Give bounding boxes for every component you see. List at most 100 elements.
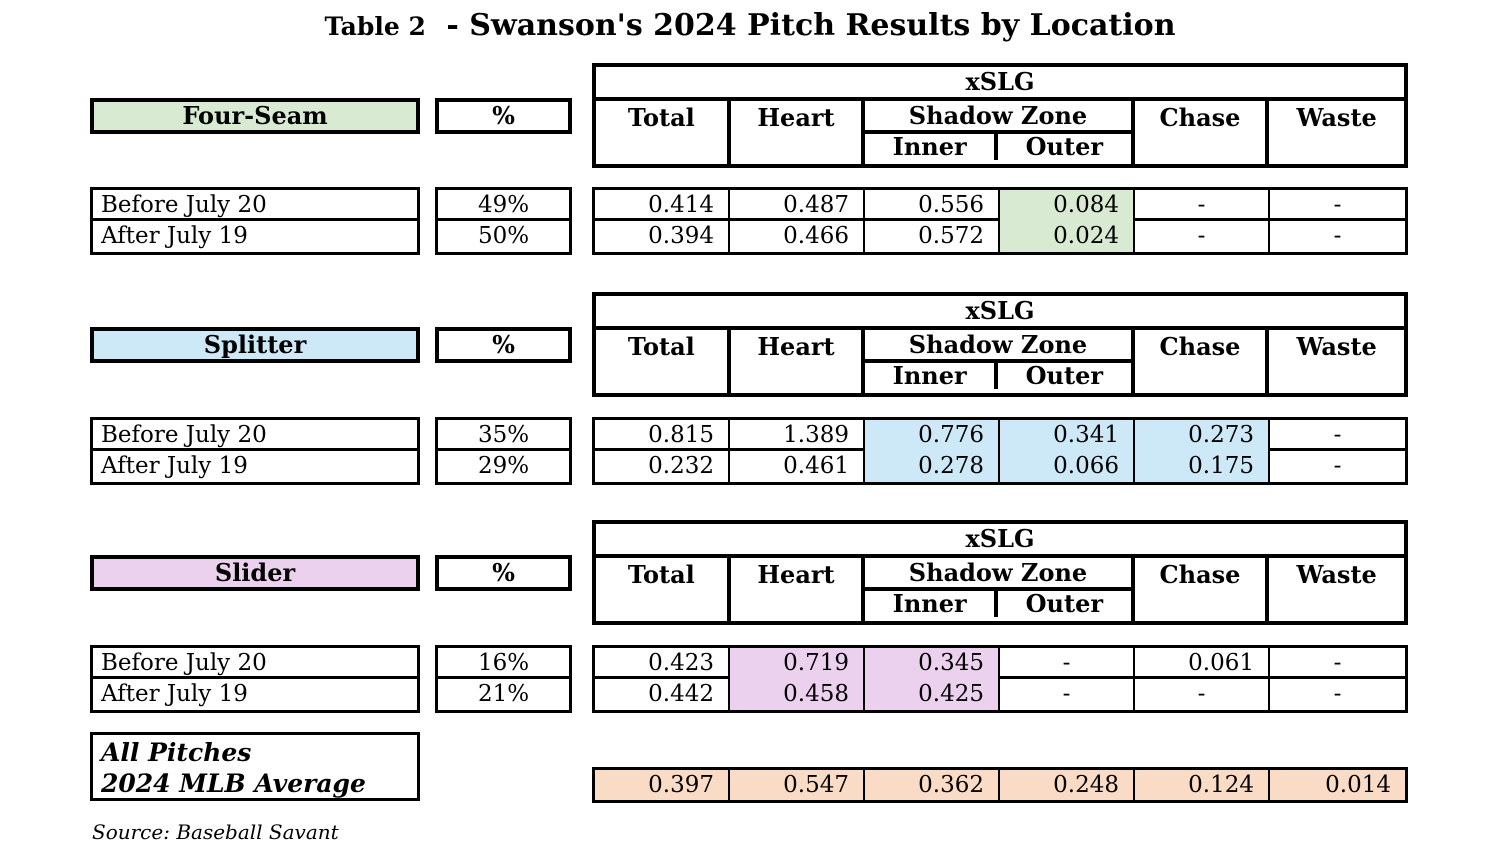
table-row: 0.442 0.458 0.425 - - - (595, 679, 1405, 710)
row-values-table: 0.414 0.487 0.556 0.084 - - 0.394 0.466 … (592, 187, 1408, 255)
pitch-label-splitter: Splitter (90, 327, 420, 363)
row-labels-table: Before July 20 After July 19 (90, 187, 420, 255)
value-cell-waste: - (1333, 681, 1342, 707)
column-headers: Total Heart Shadow Zone Inner Outer Chas… (596, 558, 1404, 621)
pct-cell: 16% (438, 648, 569, 679)
value-cell-waste: - (1333, 650, 1342, 676)
value-cell-heart: 0.466 (730, 221, 865, 252)
col-header-outer: Outer (1025, 589, 1103, 618)
value-cell-chase: - (1135, 679, 1270, 710)
col-header-inner: Inner (865, 363, 998, 389)
value-cell-waste: - (1333, 453, 1342, 479)
pct-cell: 50% (477, 223, 530, 249)
value-cell-total: 0.414 (595, 190, 730, 221)
xslg-header-table: xSLG Total Heart Shadow Zone Inner Outer… (592, 63, 1408, 168)
column-headers: Total Heart Shadow Zone Inner Outer Chas… (596, 330, 1404, 393)
value-cell-inner: 0.425 (865, 679, 1000, 710)
shadow-zone-subheaders: Inner Outer (865, 134, 1130, 160)
shadow-zone-label: Shadow Zone (865, 101, 1131, 134)
value-cell-chase: - (1135, 190, 1270, 221)
pct-cell: 29% (477, 453, 530, 479)
col-header-inner: Inner (865, 134, 998, 160)
value-cell-outer: 0.066 (1000, 451, 1135, 482)
row-pcts-table: 49% 50% (435, 187, 572, 255)
shadow-zone-label: Shadow Zone (865, 330, 1131, 363)
col-header-waste: Waste (1296, 103, 1377, 132)
value-cell-outer: - (1000, 679, 1135, 710)
avg-cell-chase: 0.124 (1135, 770, 1270, 800)
percent-header-box: % (435, 98, 572, 134)
section-four-seam: xSLG Total Heart Shadow Zone Inner Outer… (0, 63, 1500, 168)
col-header-total: Total (596, 330, 731, 393)
table-row: 0.394 0.466 0.572 0.024 - - (595, 221, 1405, 252)
row-label: Before July 20 (93, 420, 417, 451)
value-cell-heart: 0.458 (730, 679, 865, 710)
pitch-label-four-seam: Four-Seam (90, 98, 420, 134)
avg-cell-total: 0.397 (595, 770, 730, 800)
col-header-heart: Heart (731, 558, 866, 621)
title-text: - Swanson's 2024 Pitch Results by Locati… (435, 8, 1176, 43)
xslg-header-table: xSLG Total Heart Shadow Zone Inner Outer… (592, 292, 1408, 397)
col-header-waste: Waste (1296, 332, 1377, 361)
avg-cell-heart: 0.547 (730, 770, 865, 800)
pct-cell: 49% (438, 190, 569, 221)
value-cell-heart: 0.461 (730, 451, 865, 482)
source-note: Source: Baseball Savant (92, 820, 339, 844)
row-label: Before July 20 (93, 648, 417, 679)
table-row: 0.423 0.719 0.345 - 0.061 - (595, 648, 1405, 679)
value-cell-outer: 0.024 (1000, 221, 1135, 252)
avg-cell-inner: 0.362 (865, 770, 1000, 800)
shadow-zone-subheaders: Inner Outer (865, 591, 1130, 617)
row-values-table: 0.815 1.389 0.776 0.341 0.273 - 0.232 0.… (592, 417, 1408, 485)
value-cell-total: 0.442 (595, 679, 730, 710)
value-cell-heart: 0.719 (730, 648, 865, 679)
value-cell-waste: - (1333, 422, 1342, 448)
value-cell-waste: - (1333, 223, 1342, 249)
col-header-heart: Heart (731, 330, 866, 393)
row-labels-table: Before July 20 After July 19 (90, 645, 420, 713)
row-pcts-table: 16% 21% (435, 645, 572, 713)
percent-header-box: % (435, 555, 572, 591)
shadow-zone-label: Shadow Zone (865, 558, 1131, 591)
col-header-shadow-zone: Shadow Zone Inner Outer (865, 558, 1135, 621)
column-headers: Total Heart Shadow Zone Inner Outer Chas… (596, 101, 1404, 164)
col-header-outer: Outer (1025, 361, 1103, 390)
avg-cell-outer: 0.248 (1000, 770, 1135, 800)
title-prefix: Table 2 (324, 12, 426, 41)
value-cell-inner: 0.572 (865, 221, 1000, 252)
row-label: After July 19 (101, 681, 248, 707)
row-labels-table: Before July 20 After July 19 (90, 417, 420, 485)
value-cell-outer: 0.341 (1000, 420, 1135, 451)
col-header-shadow-zone: Shadow Zone Inner Outer (865, 330, 1135, 393)
value-cell-chase: 0.175 (1135, 451, 1270, 482)
value-cell-total: 0.815 (595, 420, 730, 451)
pitch-label-slider: Slider (90, 555, 420, 591)
value-cell-total: 0.232 (595, 451, 730, 482)
slider-data: Before July 20 After July 19 16% 21% 0.4… (0, 645, 1500, 719)
col-header-chase: Chase (1135, 558, 1270, 621)
shadow-zone-subheaders: Inner Outer (865, 363, 1130, 389)
table-row: 0.815 1.389 0.776 0.341 0.273 - (595, 420, 1405, 451)
section-slider: xSLG Total Heart Shadow Zone Inner Outer… (0, 520, 1500, 625)
page-title: Table 2 - Swanson's 2024 Pitch Results b… (0, 8, 1500, 43)
row-label: After July 19 (101, 453, 248, 479)
table-row: 0.232 0.461 0.278 0.066 0.175 - (595, 451, 1405, 482)
all-pitches-line1: All Pitches (101, 738, 252, 767)
value-cell-outer: - (1000, 648, 1135, 679)
col-header-heart: Heart (731, 101, 866, 164)
percent-header-box: % (435, 327, 572, 363)
col-header-total: Total (596, 101, 731, 164)
mlb-average-row: 0.397 0.547 0.362 0.248 0.124 0.014 (592, 767, 1408, 803)
value-cell-heart: 0.487 (730, 190, 865, 221)
xslg-header-table: xSLG Total Heart Shadow Zone Inner Outer… (592, 520, 1408, 625)
four-seam-data: Before July 20 After July 19 49% 50% 0.4… (0, 187, 1500, 261)
all-pitches-box: All Pitches 2024 MLB Average (90, 732, 420, 801)
value-cell-inner: 0.776 (865, 420, 1000, 451)
value-cell-chase: 0.273 (1135, 420, 1270, 451)
col-header-chase: Chase (1135, 330, 1270, 393)
value-cell-inner: 0.278 (865, 451, 1000, 482)
value-cell-total: 0.423 (595, 648, 730, 679)
xslg-group-header: xSLG (596, 296, 1404, 330)
value-cell-heart: 1.389 (730, 420, 865, 451)
